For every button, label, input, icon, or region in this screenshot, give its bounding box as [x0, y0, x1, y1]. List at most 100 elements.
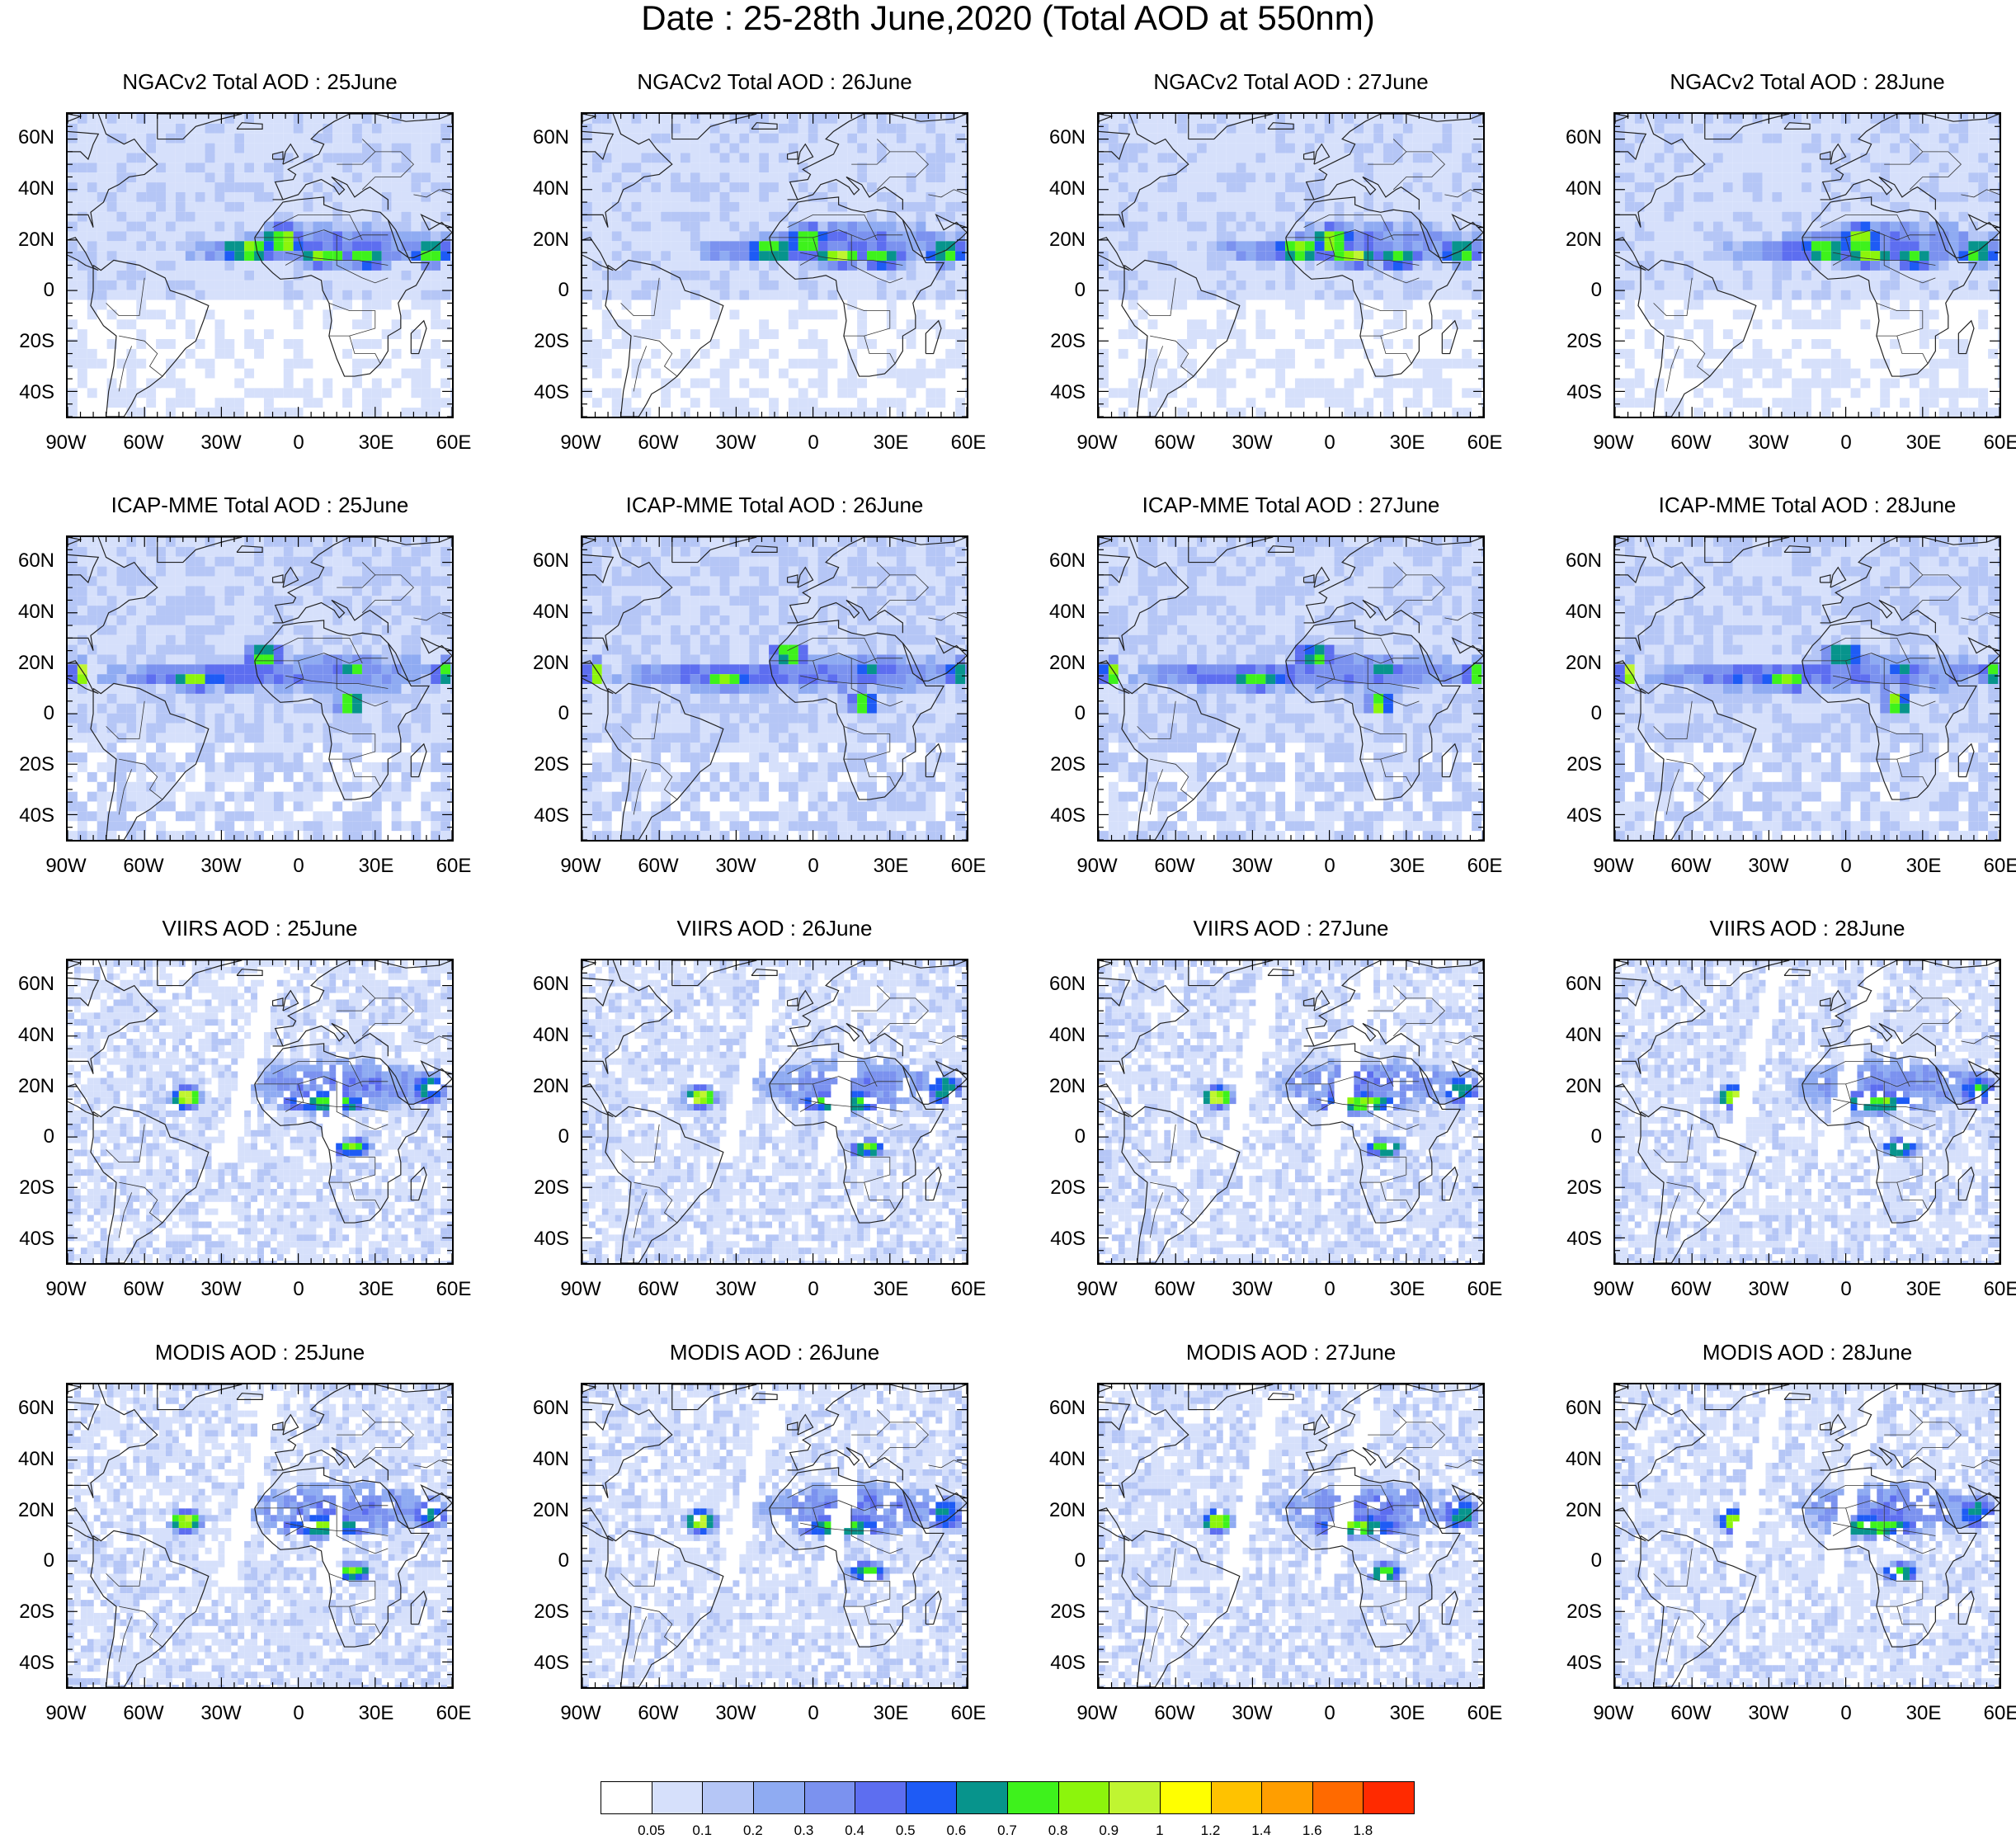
frame-ticks — [1099, 114, 1483, 417]
lat-tick-label: 40S — [1566, 381, 1602, 404]
lon-tick-label: 30E — [1390, 431, 1425, 455]
lon-tick-label: 30W — [1232, 855, 1272, 878]
lat-tick-label: 0 — [1591, 1549, 1602, 1573]
colorbar-label: 1.2 — [1201, 1822, 1221, 1839]
frame-ticks — [68, 960, 452, 1263]
lon-tick-label: 90W — [45, 1278, 86, 1301]
lat-tick-label: 40S — [1566, 804, 1602, 828]
lat-tick-label: 20N — [533, 229, 569, 252]
country-borders — [1653, 139, 2000, 392]
frame-ticks — [1615, 114, 2000, 417]
lon-tick-label: 60E — [1467, 855, 1503, 878]
lon-tick-label: 30W — [715, 431, 756, 455]
frame-ticks — [1099, 960, 1483, 1263]
map-frame — [66, 535, 454, 842]
lat-tick-label: 20S — [1566, 1601, 1602, 1624]
map-panel: VIIRS AOD : 25June 60N 40N 20N 0 20S 40S 90W 60W… — [18, 916, 471, 1300]
lat-tick-label: 40N — [1566, 1448, 1602, 1471]
frame-ticks — [582, 1384, 967, 1687]
aod-field — [1615, 1384, 2000, 1687]
aod-map — [1615, 960, 2000, 1263]
aod-map — [582, 1384, 967, 1687]
aod-map — [1615, 114, 2000, 417]
lat-tick-label: 20S — [1050, 753, 1086, 776]
lat-tick-label: 40S — [1050, 1228, 1086, 1251]
lon-tick-label: 30W — [200, 855, 241, 878]
lon-tick-label: 90W — [1593, 855, 1633, 878]
aod-map — [68, 114, 452, 417]
lon-tick-label: 60E — [1467, 1278, 1503, 1301]
coastlines — [68, 114, 452, 417]
country-borders — [620, 139, 967, 392]
lat-tick-label: 20S — [1050, 1176, 1086, 1200]
colorbar-swatch — [1109, 1781, 1161, 1814]
aod-field — [68, 1384, 452, 1687]
lon-tick-label: 0 — [1324, 431, 1335, 455]
lat-tick-label: 20S — [19, 1176, 54, 1200]
lon-tick-label: 30E — [359, 1278, 394, 1301]
panel-title: VIIRS AOD : 28June — [1547, 916, 2016, 941]
colorbar-swatch — [803, 1781, 856, 1814]
colorbar-swatch — [1261, 1781, 1313, 1814]
lat-tick-label: 20S — [1050, 330, 1086, 353]
aod-field — [582, 537, 967, 840]
lon-tick-label: 60E — [1984, 1278, 2016, 1301]
colorbar-swatch — [1210, 1781, 1263, 1814]
country-borders — [1137, 562, 1483, 815]
lon-tick-label: 90W — [1076, 855, 1117, 878]
panel-title: ICAP-MME Total AOD : 28June — [1547, 493, 2016, 517]
lon-tick-label: 30E — [1906, 855, 1942, 878]
lat-tick-label: 60N — [1566, 549, 1602, 573]
figure-title: Date : 25-28th June,2020 (Total AOD at 5… — [0, 0, 2016, 36]
country-borders — [106, 562, 452, 815]
lon-tick-label: 60E — [1467, 1702, 1503, 1725]
country-borders — [1137, 139, 1483, 392]
aod-map — [582, 114, 967, 417]
lon-tick-label: 30E — [1906, 431, 1942, 455]
lat-tick-label: 60N — [1566, 1397, 1602, 1420]
lat-tick-label: 20N — [1049, 652, 1086, 675]
lon-tick-label: 30E — [1906, 1278, 1942, 1301]
lat-tick-label: 0 — [44, 702, 54, 725]
lat-tick-label: 60N — [533, 549, 569, 573]
lat-tick-label: 0 — [1075, 1549, 1086, 1573]
aod-field — [582, 960, 967, 1263]
lon-tick-label: 60E — [1984, 855, 2016, 878]
lon-tick-label: 0 — [293, 1702, 304, 1725]
frame-ticks — [68, 1384, 452, 1687]
map-panel: MODIS AOD : 27June 60N 40N 20N 0 20S 40S 90W 60W… — [1049, 1340, 1502, 1724]
coastlines — [68, 537, 452, 840]
lat-tick-label: 20S — [1566, 753, 1602, 776]
lon-tick-label: 0 — [293, 1278, 304, 1301]
lat-tick-label: 40S — [1050, 381, 1086, 404]
lat-tick-label: 0 — [44, 1549, 54, 1573]
lat-tick-label: 60N — [533, 973, 569, 996]
lon-tick-label: 0 — [1324, 855, 1335, 878]
frame-ticks — [582, 537, 967, 840]
lat-tick-label: 0 — [1075, 702, 1086, 725]
map-panel: MODIS AOD : 26June 60N 40N 20N 0 20S 40S 90W 60W… — [533, 1340, 986, 1724]
colorbar-label: 0.4 — [845, 1822, 864, 1839]
lon-tick-label: 60W — [1670, 1702, 1711, 1725]
map-frame — [1613, 112, 2001, 418]
aod-field — [1099, 537, 1483, 840]
colorbar-label: 0.6 — [947, 1822, 967, 1839]
aod-map — [68, 960, 452, 1263]
lat-tick-label: 40S — [19, 1652, 54, 1675]
lon-tick-label: 30E — [359, 855, 394, 878]
map-panel: NGACv2 Total AOD : 27June 60N 40N 20N 0 20S 40… — [1049, 69, 1502, 454]
map-frame — [66, 112, 454, 418]
lon-tick-label: 60E — [436, 431, 472, 455]
frame-ticks — [582, 960, 967, 1263]
coastlines — [582, 537, 967, 840]
lat-tick-label: 40S — [1050, 804, 1086, 828]
aod-field — [582, 1384, 967, 1687]
country-borders — [1653, 985, 2000, 1238]
aod-field — [68, 537, 452, 840]
lon-tick-label: 90W — [560, 431, 601, 455]
lon-tick-label: 30E — [1906, 1702, 1942, 1725]
aod-field — [1615, 537, 2000, 840]
lat-tick-label: 0 — [44, 1125, 54, 1148]
aod-map — [68, 537, 452, 840]
aod-field — [582, 114, 967, 417]
